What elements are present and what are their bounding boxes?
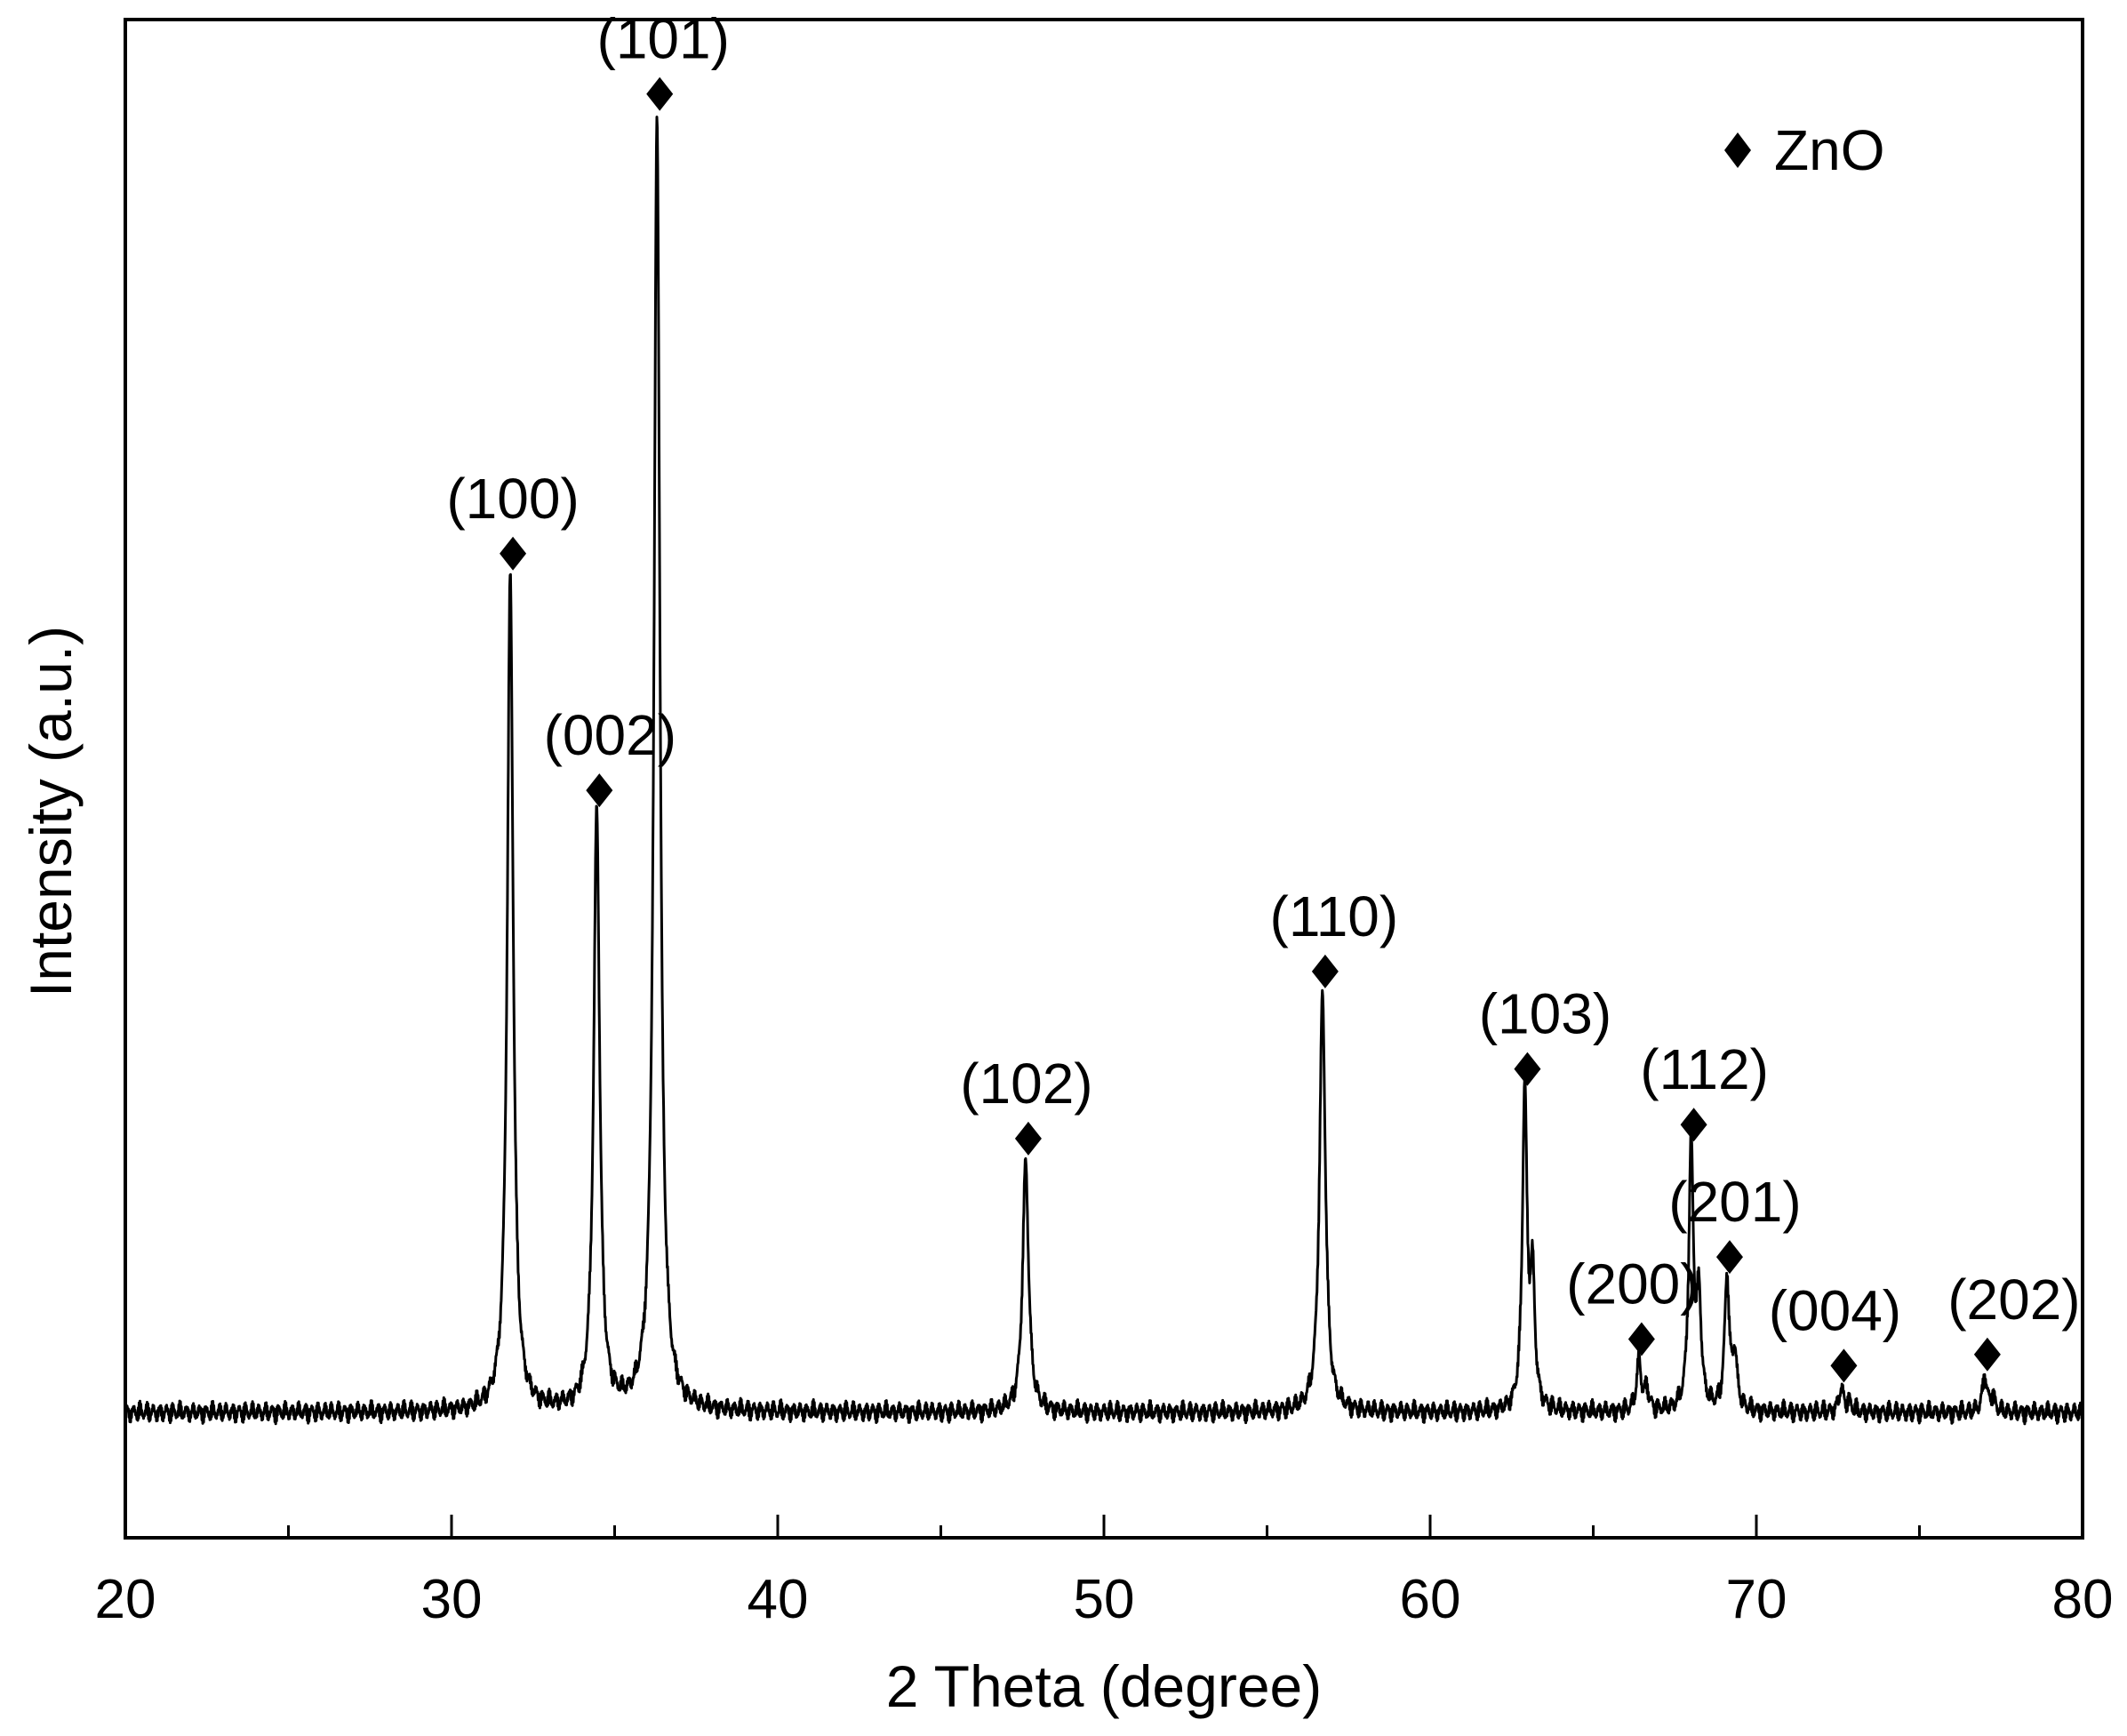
peak-label: (201)	[1668, 1170, 1801, 1234]
peak-label: (103)	[1479, 982, 1611, 1046]
peak-diamond-icon	[500, 536, 527, 571]
peak-diamond-icon	[1715, 1240, 1743, 1275]
peak-label: (102)	[960, 1052, 1092, 1116]
peak-markers: (100) (002) (101) (102) (110) (103) (200) (112)…	[446, 7, 2081, 1383]
peak-label: (112)	[1640, 1037, 1769, 1101]
legend-diamond-icon	[1724, 132, 1751, 168]
peak-diamond-icon	[646, 76, 674, 111]
peak-label: (101)	[597, 7, 730, 71]
legend: ZnO	[1724, 118, 1884, 182]
x-tick-label: 20	[95, 1569, 156, 1630]
x-tick-label: 80	[2052, 1569, 2114, 1630]
xrd-pattern-line	[124, 116, 2084, 1426]
peak-diamond-icon	[1514, 1052, 1541, 1086]
x-tick-label: 40	[748, 1569, 809, 1630]
peak-label: (200)	[1566, 1252, 1699, 1316]
x-tick-label: 30	[421, 1569, 483, 1630]
peak-label: (202)	[1947, 1268, 2080, 1332]
peak-label: (110)	[1270, 884, 1399, 948]
peak-label: (002)	[544, 703, 676, 767]
x-tick-label: 50	[1074, 1569, 1135, 1630]
peak-diamond-icon	[1627, 1322, 1655, 1356]
y-axis-title: Intensity (a.u.)	[18, 626, 84, 997]
peak-diamond-icon	[1311, 954, 1339, 988]
peak-diamond-icon	[1830, 1348, 1858, 1383]
peak-diamond-icon	[1014, 1121, 1042, 1156]
x-axis-title: 2 Theta (degree)	[886, 1653, 1322, 1719]
x-tick-label: 70	[1726, 1569, 1787, 1630]
peak-diamond-icon	[1973, 1337, 2001, 1372]
peak-label: (100)	[446, 467, 579, 531]
peak-label: (004)	[1769, 1278, 1901, 1342]
peak-diamond-icon	[586, 773, 613, 808]
x-axis: 20 30 40 50 60 70 80	[95, 1515, 2114, 1630]
legend-label: ZnO	[1774, 118, 1884, 182]
x-tick-label: 60	[1400, 1569, 1461, 1630]
peak-diamond-icon	[1680, 1108, 1707, 1142]
